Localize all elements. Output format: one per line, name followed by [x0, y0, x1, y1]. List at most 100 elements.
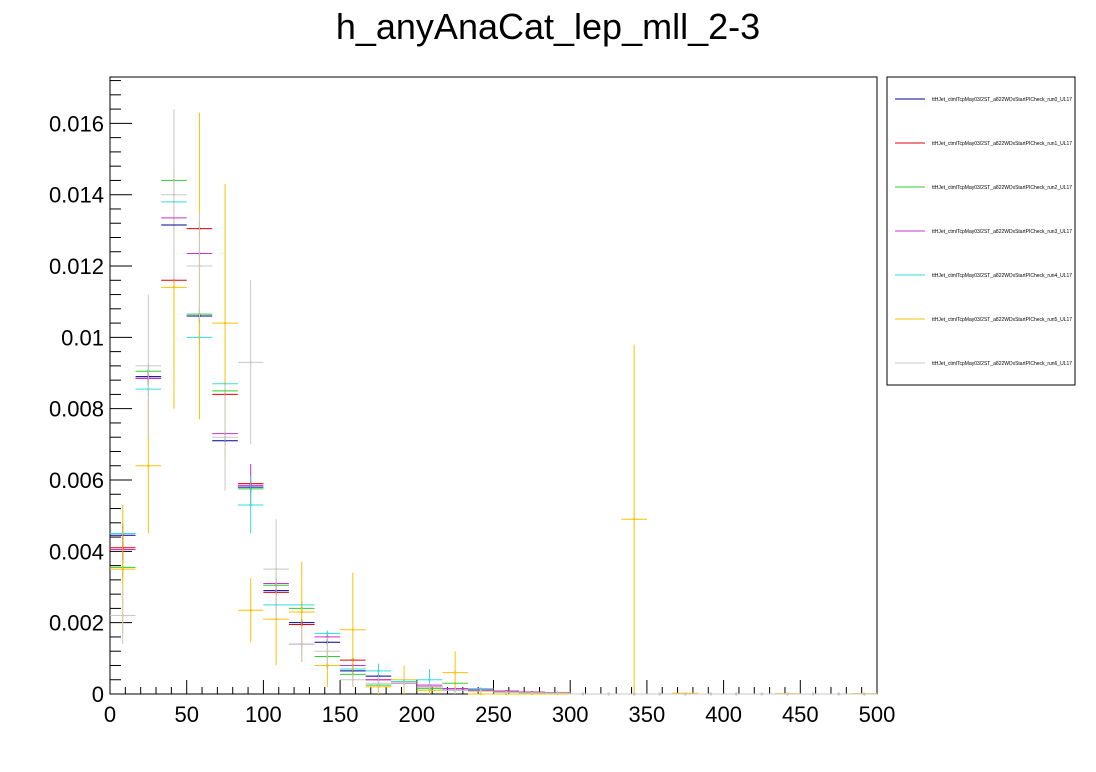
x-tick-label: 100 — [245, 702, 282, 727]
point-marker — [632, 692, 636, 696]
x-tick-label: 500 — [859, 702, 896, 727]
legend-entry: ttHJet_ctmlTcpMay03/2ST_a822WDxStartPICh… — [895, 97, 1072, 103]
data-point — [467, 692, 494, 696]
point-marker — [530, 691, 534, 695]
point-marker — [505, 692, 508, 696]
data-point — [493, 690, 520, 694]
x-tick-label: 150 — [322, 702, 359, 727]
point-marker — [479, 689, 482, 693]
legend-label: ttHJet_ctmlTcpMay03/2ST_a822WDxStartPICh… — [932, 361, 1072, 367]
point-marker — [249, 361, 252, 364]
point-marker — [556, 692, 559, 695]
data-point — [237, 476, 264, 534]
x-tick-label: 400 — [705, 702, 742, 727]
data-point — [288, 626, 315, 662]
point-marker — [811, 692, 815, 696]
legend-entry: ttHJet_ctmlTcpMay03/2ST_a822WDxStartPICh… — [895, 273, 1072, 279]
data-point — [749, 692, 775, 696]
legend-label: ttHJet_ctmlTcpMay03/2ST_a822WDxStartPICh… — [932, 141, 1072, 147]
point-marker — [172, 193, 176, 196]
data-point — [570, 692, 596, 696]
point-marker — [402, 682, 406, 685]
data-point — [340, 572, 366, 687]
point-marker — [351, 628, 355, 632]
point-marker — [837, 692, 840, 696]
data-point — [800, 692, 826, 696]
point-marker — [223, 436, 227, 439]
data-point — [519, 691, 545, 695]
point-marker — [658, 692, 661, 696]
data-point — [698, 692, 724, 696]
data-point — [161, 109, 187, 281]
x-tick-label: 0 — [104, 702, 116, 727]
data-point — [109, 587, 136, 645]
legend-entry: ttHJet_ctmlTcpMay03/2ST_a822WDxStartPICh… — [895, 361, 1072, 367]
point-marker — [760, 692, 764, 696]
legend: ttHJet_ctmlTcpMay03/2ST_a822WDxStartPICh… — [886, 76, 1076, 386]
point-marker — [428, 678, 431, 681]
data-point — [774, 692, 801, 696]
data-point — [391, 676, 417, 691]
x-tick-label: 250 — [475, 702, 512, 727]
legend-entry: ttHJet_ctmlTcpMay03/2ST_a822WDxStartPICh… — [895, 229, 1072, 235]
point-marker — [249, 503, 252, 507]
x-tick-label: 350 — [629, 702, 666, 727]
data-point — [467, 689, 494, 693]
x-tick-labels: 0 50 100 150 200 250 300 350 400 450 500 — [104, 702, 895, 727]
data-point — [442, 686, 468, 694]
point-marker — [351, 678, 355, 681]
legend-label: ttHJet_ctmlTcpMay03/2ST_a822WDxStartPICh… — [932, 97, 1072, 103]
point-marker — [786, 692, 789, 696]
data-point — [263, 519, 289, 620]
data-point — [621, 344, 647, 694]
data-point — [416, 683, 443, 691]
point-marker — [223, 321, 227, 325]
legend-label: ttHJet_ctmlTcpMay03/2ST_a822WDxStartPICh… — [932, 317, 1072, 323]
data-point — [825, 692, 852, 696]
point-marker — [377, 669, 380, 673]
data-point — [237, 280, 264, 445]
point-marker — [632, 518, 636, 521]
legend-entry: ttHJet_ctmlTcpMay03/2ST_a822WDxStartPICh… — [895, 317, 1072, 323]
data-point — [723, 692, 750, 696]
data-point — [314, 636, 341, 666]
y-tick-label: 0.006 — [49, 468, 104, 493]
data-point — [314, 630, 341, 637]
legend-entry: ttHJet_ctmlTcpMay03/2ST_a822WDxStartPICh… — [895, 185, 1072, 191]
point-marker — [453, 671, 457, 674]
point-marker — [147, 464, 150, 467]
point-marker — [326, 650, 329, 653]
chart-title: h_anyAnaCat_lep_mll_2-3 — [335, 6, 761, 47]
point-marker — [300, 610, 303, 614]
x-tick-label: 50 — [174, 702, 198, 727]
data-point — [365, 676, 392, 691]
y-tick-label: 0.002 — [49, 611, 104, 636]
y-tick-label: 0.008 — [49, 397, 104, 422]
point-marker — [274, 567, 278, 571]
point-marker — [505, 691, 508, 694]
point-marker — [453, 689, 457, 692]
legend-label: ttHJet_ctmlTcpMay03/2ST_a822WDxStartPICh… — [932, 273, 1072, 279]
point-marker — [479, 692, 482, 696]
point-marker — [121, 567, 124, 571]
point-marker — [172, 286, 176, 289]
data-point — [621, 692, 647, 696]
x-tick-label: 200 — [398, 702, 435, 727]
data-layer — [109, 109, 878, 696]
y-tick-label: 0.016 — [49, 111, 104, 136]
point-marker — [709, 692, 713, 696]
point-marker — [121, 614, 124, 617]
x-tick-label: 300 — [552, 702, 589, 727]
data-point — [467, 687, 494, 690]
y-tick-label: 0.012 — [49, 254, 104, 279]
axis-ticks — [109, 80, 878, 695]
data-point — [595, 692, 622, 696]
legend-entry: ttHJet_ctmlTcpMay03/2ST_a822WDxStartPICh… — [895, 141, 1072, 147]
legend-label: ttHJet_ctmlTcpMay03/2ST_a822WDxStartPICh… — [932, 185, 1072, 191]
y-tick-label: 0.01 — [61, 325, 104, 350]
point-marker — [377, 682, 380, 685]
data-point — [851, 692, 878, 696]
y-tick-labels: 0 0.002 0.004 0.006 0.008 0.01 0.012 0.014 0.016 — [49, 111, 104, 707]
point-marker — [735, 692, 738, 696]
